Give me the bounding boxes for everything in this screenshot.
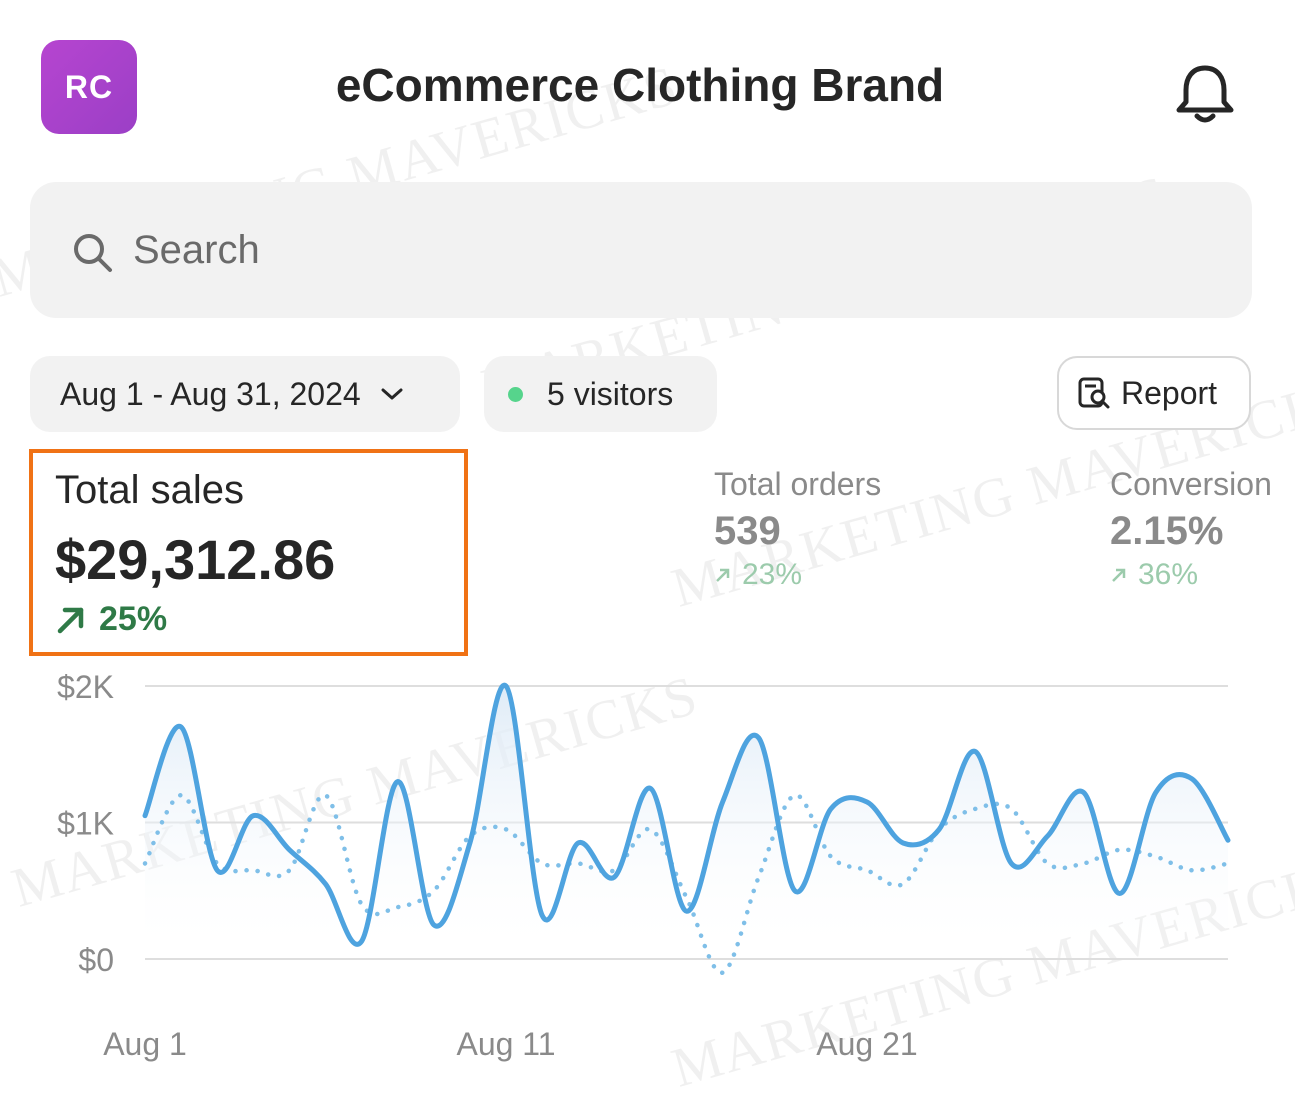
bell-icon[interactable]	[1170, 60, 1240, 128]
x-tick-label: Aug 1	[103, 1026, 187, 1062]
total-orders-change: 23%	[714, 558, 802, 592]
total-orders-label: Total orders	[714, 466, 882, 502]
date-range-dropdown[interactable]: Aug 1 - Aug 31, 2024	[30, 356, 460, 432]
chevron-down-icon	[381, 388, 403, 400]
search-input[interactable]	[30, 182, 1252, 318]
avatar[interactable]: RC	[41, 40, 137, 134]
x-tick-label: Aug 21	[816, 1026, 917, 1062]
page-title: eCommerce Clothing Brand	[335, 59, 945, 111]
conversion-label: Conversion	[1110, 466, 1272, 502]
total-orders-change-value: 23%	[742, 558, 803, 591]
total-sales-change-value: 25%	[99, 600, 168, 638]
report-button[interactable]: Report	[1057, 356, 1251, 430]
y-tick-label: $1K	[57, 806, 114, 842]
sales-area	[145, 685, 1228, 959]
visitors-badge[interactable]: 5 visitors	[484, 356, 717, 432]
visitors-label: 5 visitors	[547, 375, 674, 412]
arrow-up-right-icon	[1112, 568, 1126, 582]
search-icon	[70, 230, 114, 274]
sales-line-chart[interactable]: $2K $1K $0 Aug 1 Aug 11 Aug 21	[0, 660, 1295, 1100]
search-placeholder: Search	[133, 228, 260, 272]
conversion-change-value: 36%	[1138, 558, 1199, 591]
current-period-line	[142, 682, 1231, 947]
arrow-up-right-icon	[57, 607, 84, 633]
live-dot-icon	[508, 386, 523, 402]
report-icon	[1078, 377, 1110, 409]
y-tick-label: $2K	[57, 669, 114, 705]
avatar-initials: RC	[64, 68, 114, 105]
total-sales-label: Total sales	[55, 468, 244, 512]
y-tick-label: $0	[78, 942, 114, 978]
arrow-up-right-icon	[716, 568, 730, 582]
total-orders-value: 539	[714, 509, 781, 553]
previous-period-line	[142, 792, 1231, 975]
x-tick-label: Aug 11	[456, 1026, 555, 1062]
conversion-value: 2.15%	[1110, 509, 1224, 553]
total-sales-change: 25%	[55, 600, 167, 639]
total-sales-value: $29,312.86	[55, 528, 336, 591]
report-label: Report	[1121, 374, 1218, 411]
date-range-label: Aug 1 - Aug 31, 2024	[60, 375, 361, 412]
total-sales-card[interactable]	[29, 449, 468, 656]
conversion-change: 36%	[1110, 558, 1198, 592]
